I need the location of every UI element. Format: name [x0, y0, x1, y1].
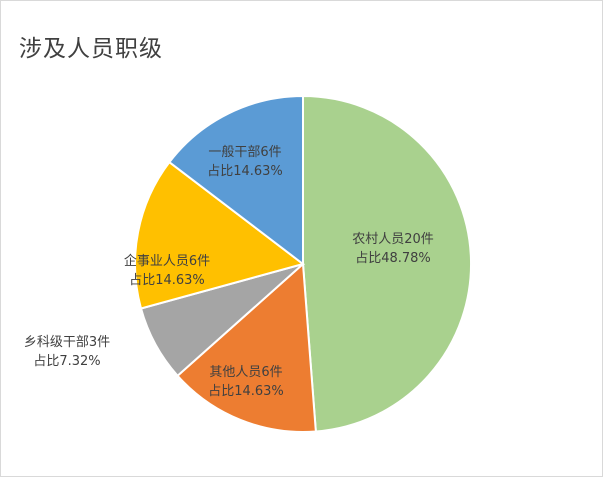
pie-slice [167, 94, 304, 267]
pie-slice [134, 160, 306, 310]
data-label: 农村人员20件占比48.78% [352, 232, 434, 266]
data-label: 一般干部6件占比14.63% [207, 144, 283, 179]
pie-slice [302, 94, 472, 433]
data-label: 其他人员6件占比14.63% [208, 365, 284, 399]
chart-title: 涉及人员职级 [19, 36, 163, 62]
pie-slice [176, 261, 317, 433]
data-label: 乡科级干部3件占比7.32% [24, 335, 110, 369]
data-label: 企事业人员6件占比14.63% [124, 253, 210, 288]
